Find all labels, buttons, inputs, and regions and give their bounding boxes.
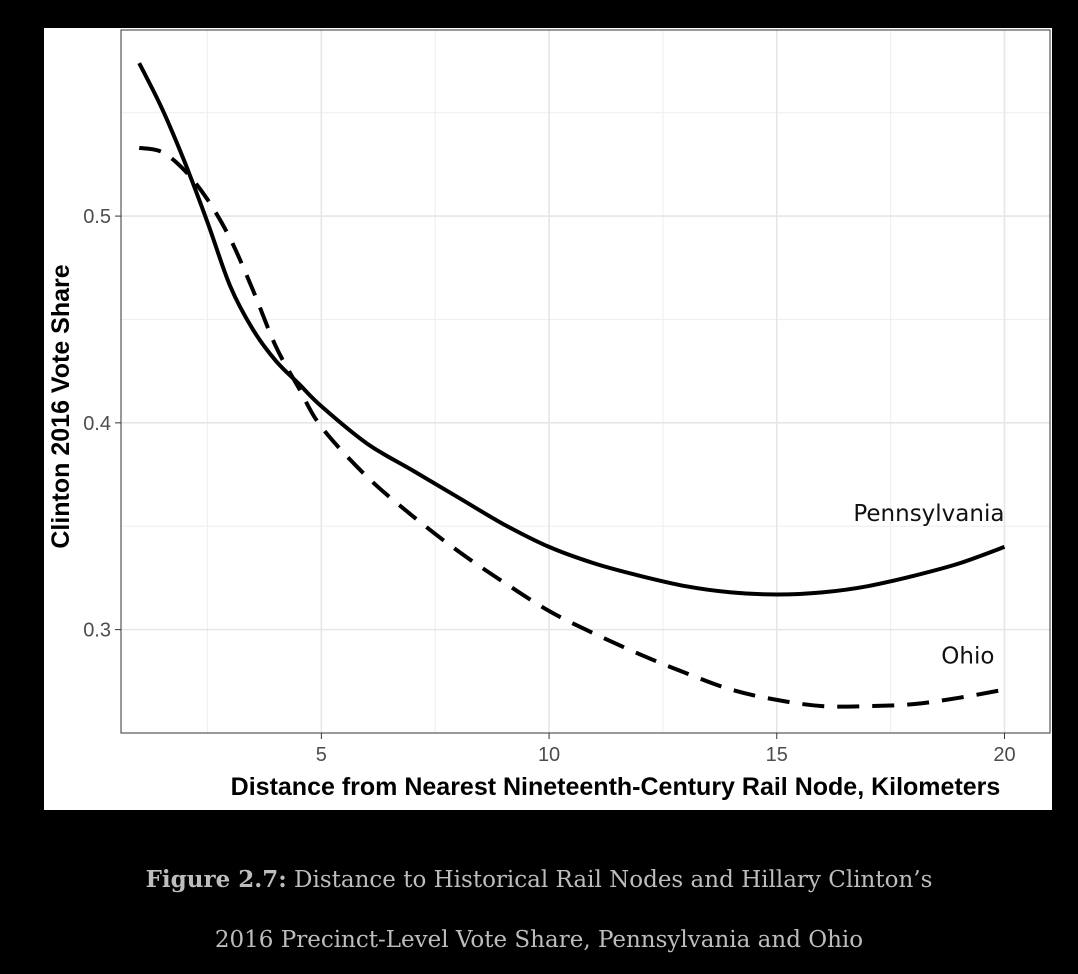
x-tick-label: 10	[538, 744, 560, 766]
caption-line-1: Figure 2.7: Distance to Historical Rail …	[0, 850, 1078, 910]
major-gridlines	[121, 30, 1050, 733]
y-tick-label: 0.4	[83, 413, 111, 435]
x-axis-title: Distance from Nearest Nineteenth-Century…	[231, 773, 1001, 801]
label-layer: Pennsylvania Ohio	[853, 501, 1004, 670]
x-tick-label: 5	[316, 744, 327, 766]
tick-layer: 5 10 15 20 0.3 0.4 0.5	[83, 206, 1015, 766]
line-chart: 5 10 15 20 0.3 0.4 0.5 Pennsylvania Ohio Distan…	[47, 29, 1051, 801]
series-line-ohio	[138, 145, 1005, 709]
x-tick-label: 20	[993, 744, 1015, 766]
y-tick-label: 0.3	[83, 620, 111, 642]
x-tick-label: 15	[766, 744, 788, 766]
minor-gridlines	[121, 30, 1050, 733]
caption-line-2: 2016 Precinct-Level Vote Share, Pennsylv…	[214, 927, 864, 953]
figure-panel: 5 10 15 20 0.3 0.4 0.5 Pennsylvania Ohio Distan…	[44, 28, 1052, 810]
series-layer	[137, 62, 1006, 709]
series-label-pennsylvania: Pennsylvania	[853, 501, 1004, 527]
plot-border	[120, 29, 1051, 734]
series-label-ohio: Ohio	[941, 644, 994, 670]
caption-title-part-1: Distance to Historical Rail Nodes and Hi…	[294, 867, 933, 893]
caption-figure-label: Figure 2.7:	[145, 866, 287, 893]
y-tick-label: 0.5	[83, 206, 111, 228]
y-axis-title: Clinton 2016 Vote Share	[47, 264, 75, 548]
series-line-pennsylvania	[137, 62, 1006, 597]
figure-caption: Figure 2.7: Distance to Historical Rail …	[0, 850, 1078, 970]
